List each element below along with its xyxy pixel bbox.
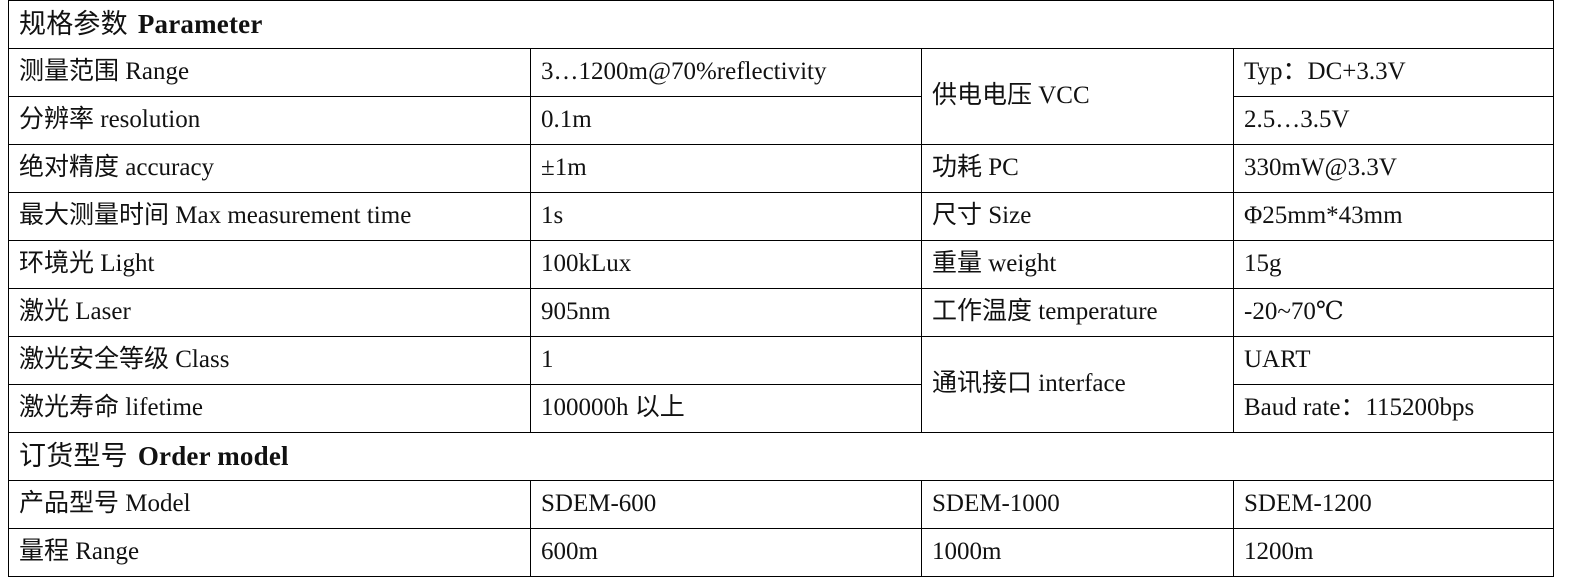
param-label-range: 测量范围 Range [8,48,531,97]
order-label-model: 产品型号 Model [8,480,531,529]
param-value-interface-baud: Baud rate：115200bps [1232,384,1555,433]
table-row: 测量范围 Range 3…1200m@70%reflectivity 供电电压 … [8,48,1555,145]
order-value-model-1200: SDEM-1200 [1232,480,1555,529]
parameter-header-en: Parameter [137,8,263,39]
order-value-model-600: SDEM-600 [530,480,922,529]
table-row: 激光寿命 lifetime 100000h 以上 Baud rate：11520… [8,384,1555,433]
param-label-temperature: 工作温度 temperature [921,288,1234,337]
param-label-pc: 功耗 PC [921,144,1234,193]
param-value-lifetime: 100000h 以上 [530,384,922,433]
order-label-range: 量程 Range [8,528,531,577]
order-section-header-row: 订货型号 Order model [7,432,1555,481]
param-label-lifetime: 激光寿命 lifetime [8,384,531,433]
parameter-header-cn: 规格参数 [19,8,128,40]
specification-table: 规格参数 Parameter 测量范围 Range 3…1200m@70%refl… [7,0,1555,577]
param-label-class: 激光安全等级 Class [8,336,531,385]
param-value-interface-uart: UART [1232,336,1555,385]
param-value-class: 1 [530,336,922,385]
param-value-vcc-range: 2.5…3.5V [1232,96,1555,145]
param-value-range: 3…1200m@70%reflectivity [530,48,922,97]
order-header-en: Order model [137,440,289,471]
table-row: 激光 Laser 905nm 工作温度 temperature -20~70℃ [8,288,1555,337]
order-header-cn: 订货型号 [19,440,128,472]
order-value-range-1000: 1000m [921,528,1234,577]
param-value-vcc-typ: Typ：DC+3.3V [1232,48,1555,97]
table-row: 激光安全等级 Class 1 通讯接口 interface UART [8,336,1555,433]
table-row: 绝对精度 accuracy ±1m 功耗 PC 330mW@3.3V [8,144,1555,193]
table-row: 分辨率 resolution 0.1m 2.5…3.5V [8,96,1555,145]
param-label-light: 环境光 Light [8,240,531,289]
param-value-temperature: -20~70℃ [1232,288,1555,337]
param-label-resolution: 分辨率 resolution [8,96,531,145]
param-value-accuracy: ±1m [530,144,922,193]
param-label-laser: 激光 Laser [8,288,531,337]
param-value-pc: 330mW@3.3V [1232,144,1555,193]
param-label-accuracy: 绝对精度 accuracy [8,144,531,193]
param-label-weight: 重量 weight [921,240,1234,289]
table-row: 最大测量时间 Max measurement time 1s 尺寸 Size Φ… [8,192,1555,241]
param-label-size: 尺寸 Size [921,192,1234,241]
parameter-section-header: 规格参数 Parameter [7,0,1555,49]
table-row: 产品型号 Model SDEM-600 SDEM-1000 SDEM-1200 [8,480,1555,529]
param-value-light: 100kLux [530,240,922,289]
table-row: 量程 Range 600m 1000m 1200m [8,528,1555,577]
param-value-max-measurement-time: 1s [530,192,922,241]
table-row: 环境光 Light 100kLux 重量 weight 15g [8,240,1555,289]
param-value-size: Φ25mm*43mm [1232,192,1555,241]
param-label-max-measurement-time: 最大测量时间 Max measurement time [8,192,531,241]
param-value-resolution: 0.1m [530,96,922,145]
param-label-interface: 通讯接口 interface [921,336,1234,433]
order-value-range-1200: 1200m [1232,528,1555,577]
order-section-header: 订货型号 Order model [7,432,1555,481]
param-value-weight: 15g [1232,240,1555,289]
order-value-range-600: 600m [530,528,922,577]
order-value-model-1000: SDEM-1000 [921,480,1234,529]
param-value-laser: 905nm [530,288,922,337]
param-label-vcc: 供电电压 VCC [921,48,1234,145]
parameter-section-header-row: 规格参数 Parameter [7,0,1555,49]
specification-sheet: 规格参数 Parameter 测量范围 Range 3…1200m@70%refl… [7,0,1555,577]
